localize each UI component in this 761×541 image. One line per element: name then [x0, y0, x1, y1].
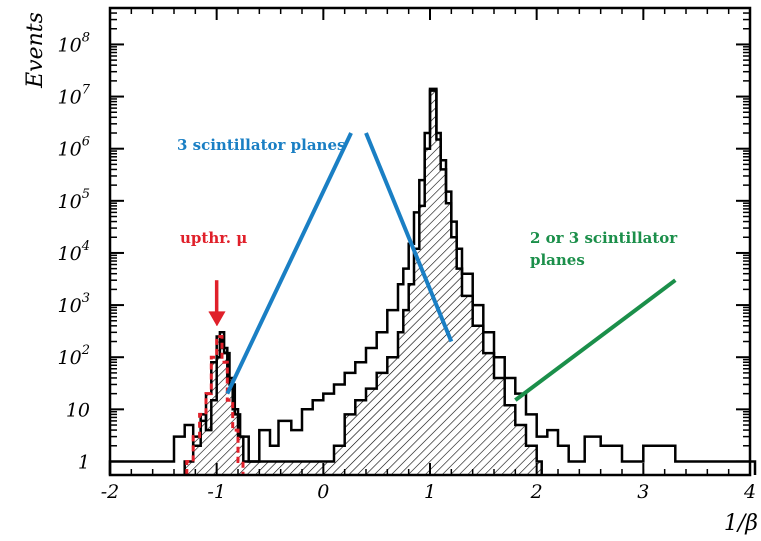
x-tick-label: 0	[317, 481, 329, 503]
y-tick-label: 106	[58, 135, 90, 161]
x-tick-label: 3	[637, 481, 649, 503]
y-tick-exponent: 4	[81, 239, 90, 254]
y-axis-title: Events	[23, 12, 48, 89]
series-two_or_three	[108, 87, 757, 475]
y-tick-label: 102	[58, 343, 90, 369]
y-tick-label: 10	[66, 399, 90, 421]
annotation-upthrough-arrowhead	[208, 311, 226, 327]
annotation-pointer-line	[364, 132, 454, 343]
y-tick-label: 105	[58, 187, 90, 213]
y-tick-label: 1	[78, 451, 90, 473]
y-tick-exponent: 5	[82, 187, 90, 202]
annotation-two-or-three-label: 2 or 3 scintillator	[530, 229, 678, 247]
x-tick-label: 1	[424, 481, 436, 503]
annotation-pointer-line	[514, 278, 677, 402]
y-tick-label: 107	[58, 83, 91, 109]
annotation-layer: 3 scintillator planes 2 or 3 scintillator…	[177, 132, 678, 402]
y-tick-exponent: 2	[81, 343, 90, 358]
annotation-three-planes-label: 3 scintillator planes	[177, 136, 345, 154]
y-tick-label: 104	[58, 239, 90, 265]
y-tick-exponent: 7	[82, 83, 91, 98]
y-tick-label: 103	[58, 291, 90, 317]
x-tick-label: -2	[101, 481, 120, 503]
x-tick-label: 2	[530, 481, 543, 503]
y-tick-exponent: 3	[82, 291, 90, 306]
series-layer	[108, 87, 757, 475]
x-tick-label: 4	[743, 481, 756, 503]
y-tick-label: 108	[58, 30, 90, 56]
series-upthrough_muons	[185, 335, 245, 475]
y-tick-exponent: 8	[82, 30, 90, 45]
annotation-two-or-three-label: planes	[530, 251, 585, 269]
annotation-pointer-line	[225, 132, 353, 395]
x-axis-title: 1/β	[724, 511, 758, 536]
x-tick-label: -1	[207, 481, 226, 503]
annotation-upthrough-label: upthr. μ	[180, 229, 247, 247]
y-tick-exponent: 6	[82, 135, 90, 150]
